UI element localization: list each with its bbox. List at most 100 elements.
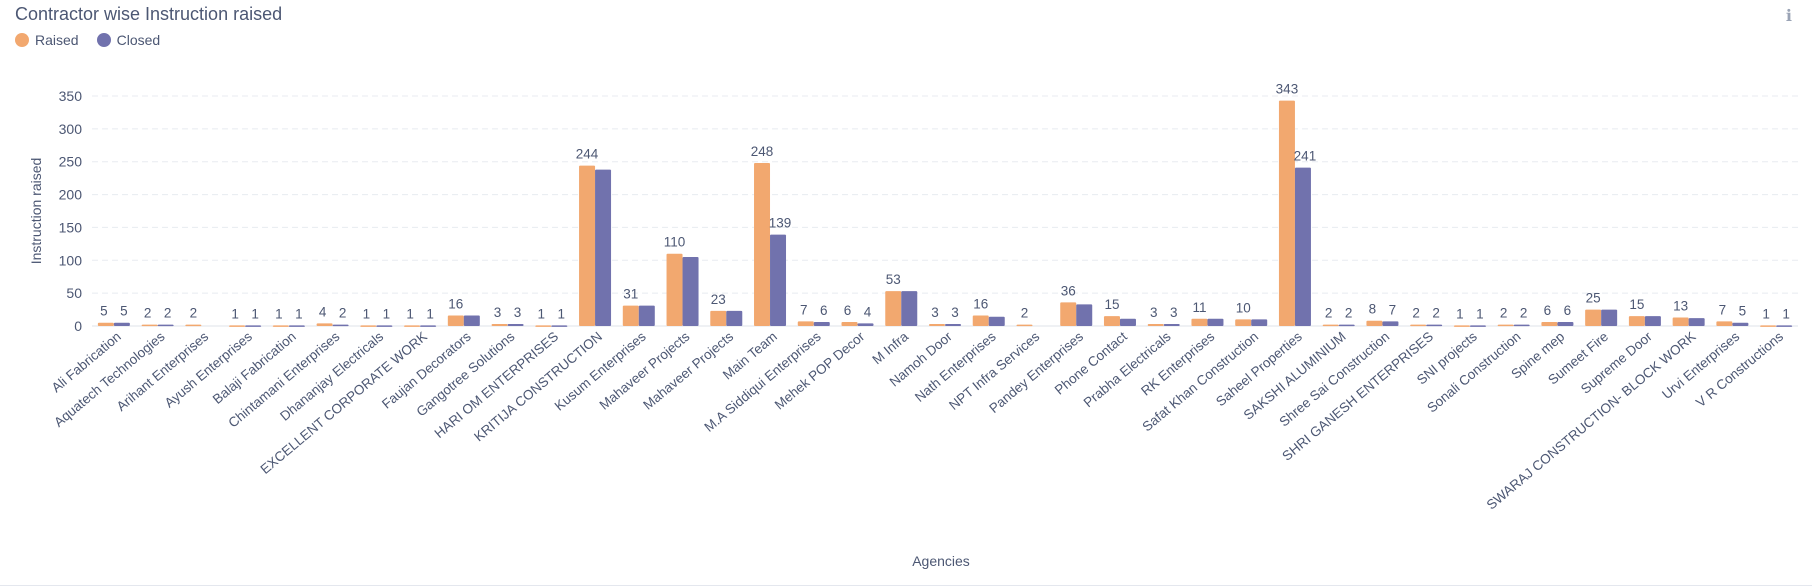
bar-raised[interactable] — [1585, 309, 1602, 326]
legend-item-closed[interactable]: Closed — [96, 32, 160, 48]
bar-closed[interactable] — [857, 323, 874, 326]
bar-raised[interactable] — [754, 163, 771, 326]
bar-closed[interactable] — [1207, 318, 1224, 326]
bar-raised[interactable] — [535, 325, 552, 327]
bar-raised[interactable] — [1103, 316, 1120, 326]
data-label-closed: 1 — [251, 306, 259, 321]
data-label-closed: 1 — [383, 306, 391, 321]
bar-closed[interactable] — [1426, 324, 1443, 327]
bar-raised[interactable] — [1628, 316, 1645, 326]
bar-closed[interactable] — [1732, 322, 1749, 326]
data-label-raised: 244 — [576, 147, 599, 162]
bar-closed[interactable] — [638, 305, 655, 326]
bar-raised[interactable] — [666, 253, 683, 326]
bar-raised[interactable] — [97, 322, 114, 326]
data-label-closed: 5 — [120, 304, 128, 319]
bar-raised[interactable] — [1191, 318, 1208, 326]
bar-raised[interactable] — [1453, 325, 1470, 327]
bar-closed[interactable] — [1601, 309, 1618, 326]
data-label-closed: 4 — [864, 304, 872, 319]
bar-closed[interactable] — [813, 322, 830, 326]
bar-raised[interactable] — [710, 310, 727, 326]
bar-closed[interactable] — [988, 316, 1005, 326]
bar-closed[interactable] — [1076, 304, 1093, 326]
bar-closed[interactable] — [113, 322, 130, 326]
data-label-closed: 2 — [1520, 306, 1528, 321]
data-label-raised: 10 — [1236, 300, 1251, 315]
bar-raised[interactable] — [1716, 321, 1733, 326]
bar-closed[interactable] — [1338, 324, 1355, 327]
data-label-raised: 6 — [1544, 303, 1552, 318]
info-icon[interactable]: ℹ — [1785, 8, 1792, 25]
data-label-raised: 7 — [800, 302, 808, 317]
bar-closed[interactable] — [1557, 322, 1574, 326]
bar-closed[interactable] — [157, 324, 174, 327]
bar-raised[interactable] — [491, 324, 508, 326]
bar-raised[interactable] — [579, 165, 596, 326]
bar-raised[interactable] — [622, 305, 639, 326]
bar-closed[interactable] — [1382, 321, 1399, 326]
bar-closed[interactable] — [332, 324, 349, 327]
bar-closed[interactable] — [1119, 318, 1136, 326]
bar-closed[interactable] — [376, 325, 393, 327]
bar-raised[interactable] — [1672, 317, 1689, 326]
bar-raised[interactable] — [1760, 325, 1777, 327]
bar-raised[interactable] — [841, 322, 858, 326]
bar-raised[interactable] — [1278, 100, 1295, 326]
bar-raised[interactable] — [447, 315, 464, 326]
bar-raised[interactable] — [1410, 324, 1427, 327]
data-label-closed: 5 — [1739, 304, 1747, 319]
bar-closed[interactable] — [1644, 316, 1661, 326]
bar-raised[interactable] — [316, 323, 333, 326]
bar-closed[interactable] — [245, 325, 262, 327]
bar-raised[interactable] — [1541, 322, 1558, 326]
bar-closed[interactable] — [1294, 167, 1311, 326]
data-label-closed: 241 — [1294, 149, 1317, 164]
bar-raised[interactable] — [1497, 324, 1514, 327]
bar-closed[interactable] — [1513, 324, 1530, 327]
data-label-closed: 7 — [1389, 302, 1397, 317]
bar-raised[interactable] — [1016, 324, 1033, 327]
bar-raised[interactable] — [1147, 324, 1164, 326]
bar-raised[interactable] — [272, 325, 289, 327]
bar-closed[interactable] — [901, 291, 918, 326]
bar-raised[interactable] — [360, 325, 377, 327]
bar-closed[interactable] — [595, 169, 612, 326]
bar-closed[interactable] — [1163, 324, 1180, 326]
bar-raised[interactable] — [141, 324, 158, 327]
bar-raised[interactable] — [1235, 319, 1252, 326]
legend-item-raised[interactable]: Raised — [15, 32, 79, 48]
bar-closed[interactable] — [420, 325, 437, 327]
data-label-raised: 2 — [1500, 306, 1508, 321]
bar-raised[interactable] — [929, 324, 945, 326]
bar-closed[interactable] — [770, 234, 787, 326]
bar-closed[interactable] — [1776, 325, 1793, 327]
bar-closed[interactable] — [1688, 318, 1705, 326]
bar-raised[interactable] — [1060, 302, 1077, 326]
data-label-raised: 2 — [144, 306, 152, 321]
bar-closed[interactable] — [1251, 319, 1268, 326]
bar-closed[interactable] — [551, 325, 568, 327]
data-label-raised: 4 — [319, 304, 327, 319]
bar-closed[interactable] — [682, 257, 699, 326]
bar-raised[interactable] — [885, 291, 902, 326]
data-label-closed: 2 — [339, 306, 347, 321]
data-label-raised: 5 — [100, 304, 108, 319]
data-label-raised: 1 — [538, 306, 546, 321]
bar-raised[interactable] — [229, 325, 246, 327]
bar-raised[interactable] — [185, 324, 202, 327]
bar-raised[interactable] — [404, 325, 421, 327]
bar-raised[interactable] — [972, 315, 989, 326]
bar-closed[interactable] — [507, 324, 524, 326]
bar-closed[interactable] — [1469, 325, 1486, 327]
bar-raised[interactable] — [1322, 324, 1339, 327]
data-label-raised: 36 — [1061, 283, 1076, 298]
bar-raised[interactable] — [797, 321, 814, 326]
bar-closed[interactable] — [288, 325, 305, 327]
bar-closed[interactable] — [945, 324, 961, 326]
legend-swatch-closed — [96, 33, 111, 47]
bar-closed[interactable] — [463, 315, 480, 326]
bar-raised[interactable] — [1366, 320, 1383, 326]
bar-closed[interactable] — [726, 310, 743, 326]
y-tick-label: 200 — [59, 187, 83, 203]
